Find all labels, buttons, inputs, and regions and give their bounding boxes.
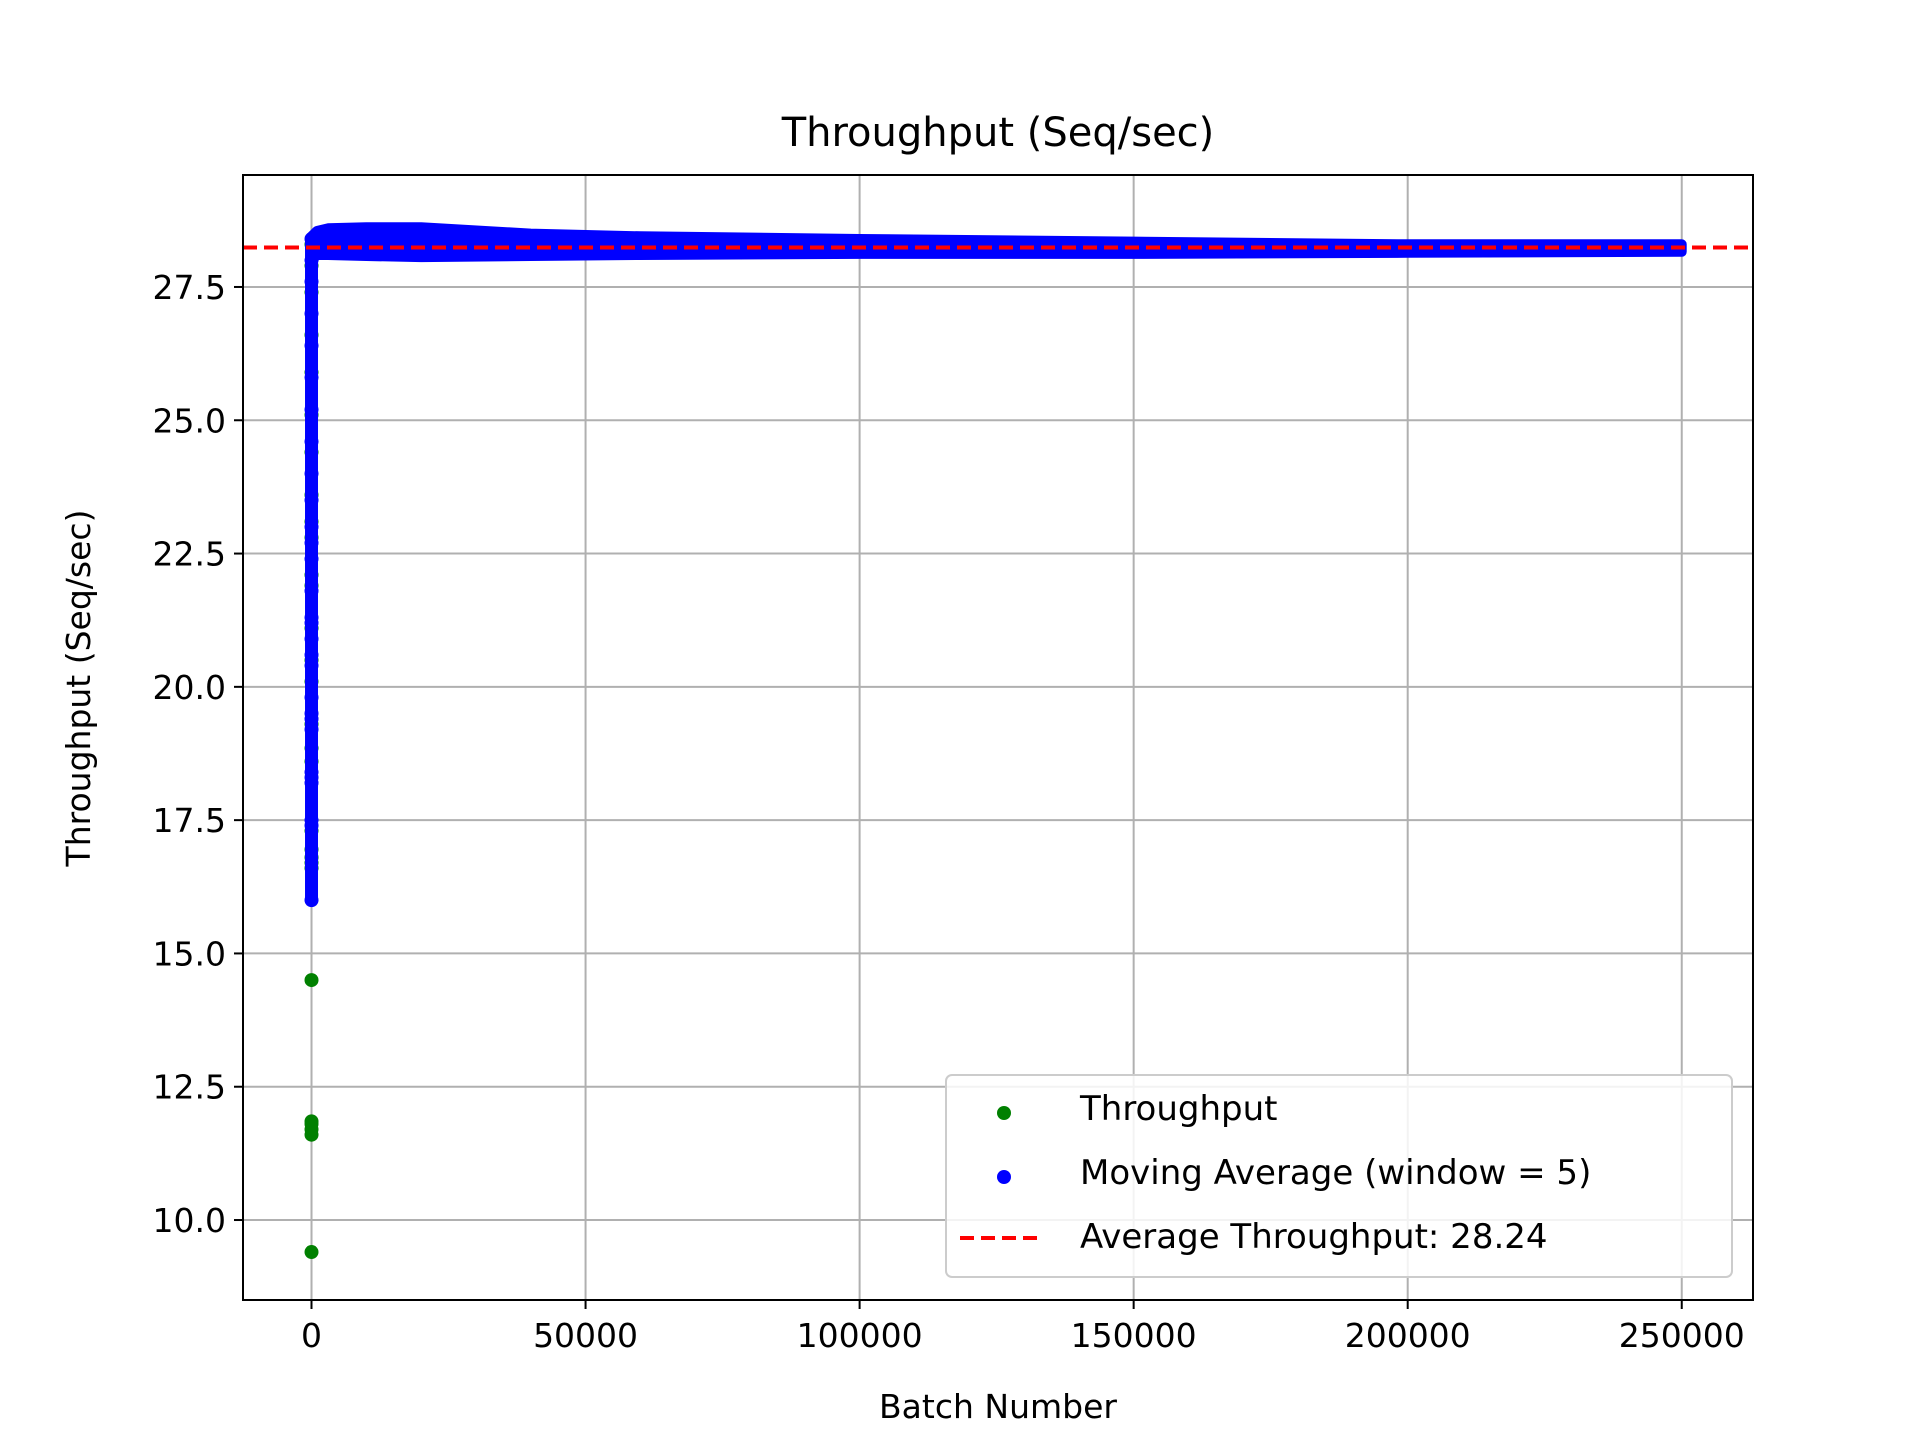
moving-average-point (304, 658, 319, 673)
moving-average-point (304, 370, 319, 385)
y-tick-label: 15.0 (153, 934, 226, 973)
chart-title: Throughput (Seq/sec) (781, 110, 1215, 156)
moving-average-point (304, 706, 319, 721)
moving-average-point (304, 765, 319, 780)
throughput-point (304, 973, 319, 988)
legend-marker-throughput (997, 1106, 1011, 1120)
x-tick-label: 150000 (1071, 1316, 1197, 1355)
moving-average-point (304, 583, 319, 598)
legend-marker-moving-average (997, 1170, 1011, 1184)
y-axis-label: Throughput (Seq/sec) (59, 510, 98, 868)
throughput-point (304, 1114, 319, 1129)
moving-average-point (304, 338, 319, 353)
y-tick-label: 10.0 (153, 1201, 226, 1240)
moving-average-point (304, 690, 319, 705)
moving-average-point (304, 306, 319, 321)
plot-frame (242, 174, 1754, 1301)
y-tick-label: 17.5 (153, 801, 226, 840)
y-tick-label: 25.0 (153, 401, 226, 440)
moving-average-point (304, 647, 319, 662)
moving-average-band (306, 222, 1687, 266)
legend-label-moving-average: Moving Average (window = 5) (1080, 1153, 1591, 1193)
moving-average-point (304, 631, 319, 646)
x-tick-label: 100000 (797, 1316, 923, 1355)
legend-box (945, 1074, 1733, 1278)
moving-average-point (304, 274, 319, 289)
moving-average-point (304, 551, 319, 566)
moving-average-point (304, 813, 319, 828)
x-tick-label: 50000 (533, 1316, 638, 1355)
x-axis-label: Batch Number (879, 1387, 1117, 1426)
legend-label-throughput: Throughput (1079, 1089, 1278, 1129)
moving-average-point (304, 519, 319, 534)
moving-average-point (304, 893, 319, 908)
y-tick-label: 12.5 (153, 1068, 226, 1107)
moving-average-point (304, 253, 319, 268)
moving-average-point (304, 402, 319, 417)
legend: Throughput Moving Average (window = 5) A… (945, 1074, 1733, 1278)
throughput-point (304, 1245, 319, 1260)
data-layer (243, 222, 1753, 1260)
x-tick-label: 200000 (1345, 1316, 1471, 1355)
x-tick-label: 250000 (1619, 1316, 1745, 1355)
axis-ticks: 0 50000 100000 150000 200000 250000 10.0 12.5 15… (153, 268, 1745, 1355)
moving-average-point (304, 231, 319, 246)
y-tick-label: 20.0 (153, 668, 226, 707)
moving-average-point (304, 434, 319, 449)
legend-label-average: Average Throughput: 28.24 (1080, 1217, 1548, 1257)
moving-average-point (304, 535, 319, 550)
grid-lines (243, 175, 1753, 1300)
moving-average-point (304, 610, 319, 625)
y-tick-label: 27.5 (153, 268, 226, 307)
moving-average-point (304, 466, 319, 481)
moving-average-point (304, 493, 319, 508)
x-tick-label: 0 (301, 1316, 322, 1355)
moving-average-point (304, 722, 319, 737)
y-tick-label: 22.5 (153, 535, 226, 574)
